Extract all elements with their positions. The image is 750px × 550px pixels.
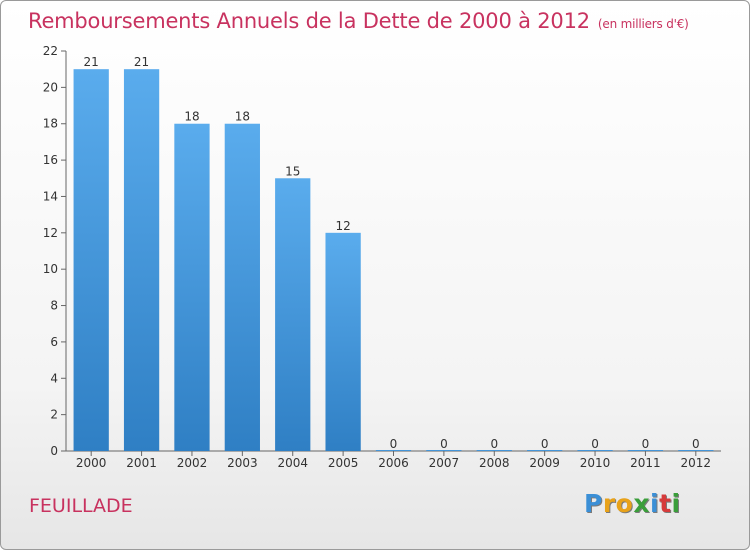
bar-2006 xyxy=(375,450,412,451)
y-tick-label: 16 xyxy=(43,153,58,167)
bar-2010 xyxy=(577,450,613,451)
bar-2003 xyxy=(224,123,260,452)
y-tick-label: 8 xyxy=(50,299,58,313)
data-labels: 21 21 18 18 15 12 0 0 0 0 0 0 0 xyxy=(84,55,700,451)
x-tick-label: 2008 xyxy=(479,456,510,470)
x-tick-label: 2001 xyxy=(126,456,157,470)
bar-2008 xyxy=(476,450,512,451)
y-tick-label: 20 xyxy=(43,80,58,94)
logo-letter: P xyxy=(584,489,603,518)
data-label-2003: 18 xyxy=(235,110,250,124)
bar-2012 xyxy=(678,450,714,451)
y-tick-label: 0 xyxy=(50,444,58,458)
x-tick-label: 2011 xyxy=(630,456,661,470)
bar-2005 xyxy=(325,232,361,451)
y-tick-label: 2 xyxy=(50,408,58,422)
x-tick-label: 2006 xyxy=(378,456,409,470)
data-label-2006: 0 xyxy=(390,437,398,451)
commune-name: FEUILLADE xyxy=(29,495,133,517)
data-label-2008: 0 xyxy=(490,437,498,451)
logo-letter: i xyxy=(671,489,681,518)
bars xyxy=(73,69,714,452)
proxiti-logo: Proxiti xyxy=(584,489,681,518)
logo-letter: r xyxy=(602,489,616,518)
bar-2009 xyxy=(527,450,563,451)
data-label-2009: 0 xyxy=(541,437,549,451)
y-tick-label: 14 xyxy=(43,189,58,203)
logo-letter: o xyxy=(615,489,634,518)
logo-letter: i xyxy=(650,489,660,518)
data-label-2012: 0 xyxy=(692,437,700,451)
data-label-2004: 15 xyxy=(285,164,300,178)
y-tick-label: 10 xyxy=(43,262,58,276)
data-label-2010: 0 xyxy=(591,437,599,451)
x-tick-label: 2003 xyxy=(227,456,258,470)
x-tick-label: 2002 xyxy=(177,456,208,470)
y-tick-label: 22 xyxy=(43,44,58,58)
data-label-2007: 0 xyxy=(440,437,448,451)
logo-letter: x xyxy=(633,489,650,518)
data-label-2001: 21 xyxy=(134,55,149,69)
y-tick-label: 6 xyxy=(50,335,58,349)
axes: 0 2 4 6 8 10 12 14 16 18 20 22 2000 2001 2002 2003 2004 2… xyxy=(43,44,721,470)
x-tick-label: 2010 xyxy=(580,456,611,470)
x-tick-label: 2005 xyxy=(328,456,359,470)
data-label-2005: 12 xyxy=(335,219,350,233)
logo-letter: t xyxy=(659,489,672,518)
bar-2007 xyxy=(426,450,462,451)
data-label-2011: 0 xyxy=(642,437,650,451)
data-label-2000: 21 xyxy=(84,55,99,69)
x-tick-label: 2004 xyxy=(277,456,308,470)
x-tick-label: 2007 xyxy=(429,456,460,470)
data-label-2002: 18 xyxy=(184,110,199,124)
y-tick-label: 18 xyxy=(43,117,58,131)
y-tick-label: 4 xyxy=(50,371,58,385)
bar-2011 xyxy=(627,450,664,451)
x-tick-label: 2009 xyxy=(529,456,560,470)
bar-2002 xyxy=(174,123,210,452)
x-tick-label: 2012 xyxy=(681,456,712,470)
title-text: Remboursements Annuels de la Dette de 20… xyxy=(28,9,590,33)
x-tick-label: 2000 xyxy=(76,456,107,470)
subtitle-text: (en milliers d'€) xyxy=(597,17,689,31)
chart-title: Remboursements Annuels de la Dette de 20… xyxy=(28,9,689,33)
bar-2001 xyxy=(123,69,160,451)
bar-2000 xyxy=(73,69,109,451)
bar-2004 xyxy=(275,178,311,452)
y-tick-label: 12 xyxy=(43,226,58,240)
